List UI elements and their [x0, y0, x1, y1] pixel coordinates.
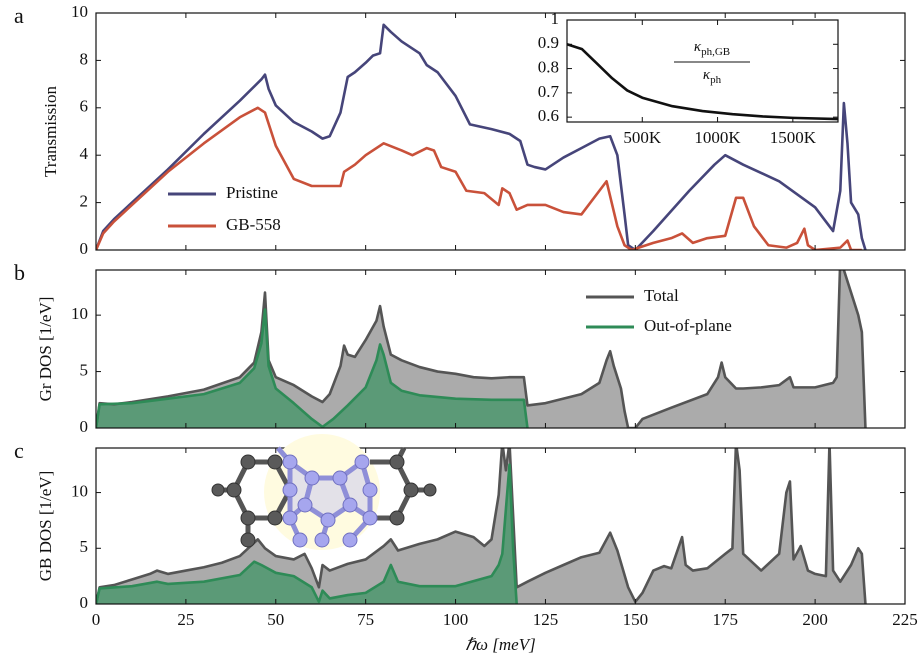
x-tick-label: 175 — [712, 610, 738, 629]
legend-label: GB-558 — [226, 215, 281, 234]
x-tick-label: 0 — [92, 610, 101, 629]
y-tick-label: 0.6 — [538, 106, 559, 125]
y-tick-label: 0 — [80, 239, 89, 258]
panel-label: c — [14, 438, 24, 463]
y-tick-label: 6 — [80, 97, 89, 116]
y-tick-label: 0 — [80, 593, 89, 612]
panel-label: b — [14, 260, 25, 285]
x-tick-label: 125 — [533, 610, 559, 629]
y-tick-label: 0 — [80, 417, 89, 436]
subscript: ph,GB — [701, 46, 730, 58]
x-axis-label: ℏω [meV] — [465, 635, 535, 654]
molecule-illustration — [212, 434, 436, 550]
x-tick-label: 25 — [177, 610, 194, 629]
subscript: ph — [710, 74, 722, 86]
y-tick-label: 10 — [71, 2, 88, 21]
y-tick-label: 1 — [551, 9, 560, 28]
y-tick-label: 10 — [71, 481, 88, 500]
x-tick-label: 1500K — [770, 128, 817, 147]
y-axis-label: Gr DOS [1/eV] — [36, 297, 55, 402]
y-tick-label: 5 — [80, 537, 89, 556]
figure: 0246810aTransmissionPristineGB-5580510bG… — [0, 0, 923, 661]
legend-label: Total — [644, 286, 679, 305]
y-tick-label: 8 — [80, 49, 89, 68]
x-tick-label: 1000K — [694, 128, 741, 147]
y-axis-label: Transmission — [41, 85, 60, 177]
y-tick-label: 5 — [80, 360, 89, 379]
x-tick-label: 50 — [267, 610, 284, 629]
y-tick-label: 4 — [80, 144, 89, 163]
y-tick-label: 0.7 — [538, 82, 560, 101]
x-tick-label: 200 — [802, 610, 828, 629]
legend-label: Out-of-plane — [644, 316, 732, 335]
y-tick-label: 10 — [71, 304, 88, 323]
x-tick-label: 100 — [443, 610, 469, 629]
legend-label: Pristine — [226, 183, 278, 202]
panel-label: a — [14, 3, 24, 28]
y-tick-label: 0.9 — [538, 33, 559, 52]
x-tick-label: 225 — [892, 610, 918, 629]
plot-layer: 0246810aTransmissionPristineGB-5580510bG… — [14, 2, 918, 654]
y-tick-label: 0.8 — [538, 57, 559, 76]
y-axis-label: GB DOS [1/eV] — [36, 471, 55, 582]
y-tick-label: 2 — [80, 192, 89, 211]
x-tick-label: 75 — [357, 610, 374, 629]
x-tick-label: 150 — [623, 610, 649, 629]
x-tick-label: 500K — [623, 128, 662, 147]
